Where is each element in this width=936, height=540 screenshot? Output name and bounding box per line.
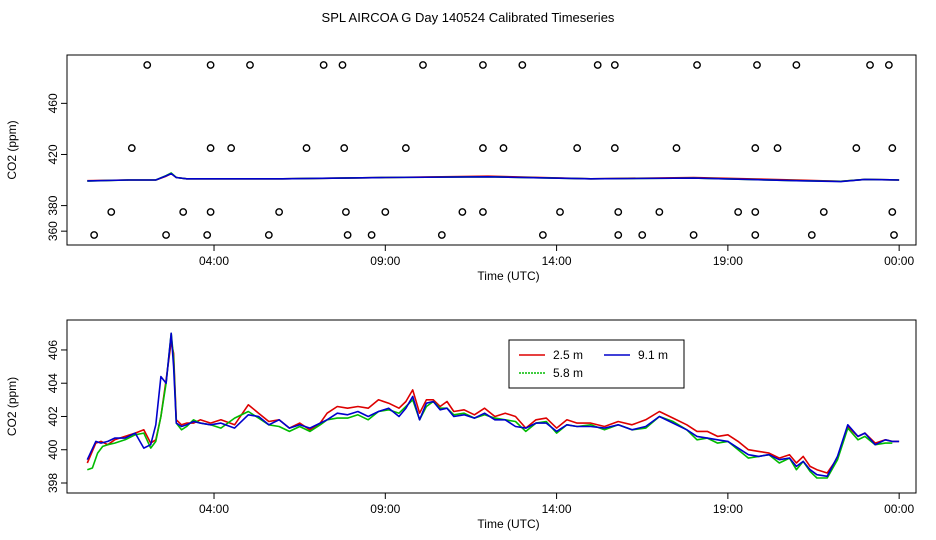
- flag-point: [751, 231, 760, 239]
- y-tick-label: 404: [46, 373, 60, 393]
- flag-point: [753, 61, 761, 69]
- legend-entry-label: 9.1 m: [638, 348, 668, 362]
- y-axis-label: CO2 (ppm): [5, 377, 19, 436]
- series-line-9-1-m: [87, 172, 900, 183]
- flag-point: [479, 208, 487, 216]
- legend-box: [508, 339, 685, 389]
- x-tick-label: 19:00: [713, 254, 743, 268]
- flag-point: [203, 231, 212, 239]
- flag-point: [538, 231, 547, 239]
- flag-point: [342, 208, 350, 216]
- flag-point: [556, 208, 564, 216]
- flag-point: [638, 231, 647, 239]
- x-axis-label: Time (UTC): [477, 269, 539, 283]
- x-tick-label: 00:00: [884, 254, 914, 268]
- x-tick-label: 04:00: [199, 254, 229, 268]
- flag-point: [792, 61, 801, 69]
- flag-point: [338, 61, 347, 69]
- flag-point: [479, 61, 487, 69]
- series-line-2-5-m: [86, 340, 900, 474]
- flag-point: [206, 144, 215, 152]
- x-tick-label: 19:00: [713, 502, 743, 516]
- flag-point: [518, 61, 527, 69]
- flag-point: [206, 61, 215, 69]
- flag-point: [143, 61, 152, 69]
- x-tick-label: 14:00: [542, 254, 572, 268]
- y-tick-label: 460: [46, 93, 60, 113]
- x-axis-label: Time (UTC): [477, 517, 539, 531]
- bottom-panel: 04:00 09:00 14:00 19:00 00:00 398 400 402 404 406…: [5, 319, 917, 531]
- legend: 2.5 m 9.1 m 5.8 m: [508, 339, 685, 389]
- x-tick-label: 09:00: [370, 254, 400, 268]
- flag-point: [751, 144, 760, 152]
- y-axis-label: CO2 (ppm): [5, 120, 19, 179]
- flag-point: [819, 208, 828, 216]
- flag-point: [614, 231, 623, 239]
- legend-entry-label: 5.8 m: [553, 366, 583, 380]
- flag-point: [773, 144, 782, 152]
- flag-point: [343, 231, 352, 239]
- flag-point: [162, 231, 170, 239]
- flag-point: [302, 144, 311, 152]
- flag-point: [610, 144, 619, 152]
- x-tick-label: 14:00: [542, 502, 572, 516]
- flag-point: [884, 61, 893, 69]
- y-tick-label: 398: [46, 473, 60, 493]
- flag-point: [264, 231, 273, 239]
- y-tick-label: 360: [46, 221, 60, 241]
- flag-point: [90, 231, 99, 239]
- flag-point: [890, 231, 898, 239]
- flag-point: [751, 208, 760, 216]
- y-tick-label: 400: [46, 439, 60, 459]
- flag-point: [367, 231, 376, 239]
- flag-point: [479, 144, 487, 152]
- flag-point: [275, 208, 284, 216]
- flag-point: [107, 208, 116, 216]
- top-panel: 04:00 09:00 14:00 19:00 00:00 360 380 420 460 Tim…: [5, 54, 917, 283]
- flag-point: [127, 144, 136, 152]
- flag-point: [655, 208, 664, 216]
- flag-point: [888, 144, 897, 152]
- flag-point: [866, 61, 874, 69]
- x-tick-label: 00:00: [884, 502, 914, 516]
- x-tick-label: 09:00: [370, 502, 400, 516]
- flag-point: [614, 208, 623, 216]
- series-line-9-1-m: [86, 332, 900, 478]
- flag-point: [888, 208, 897, 216]
- flag-point: [573, 144, 582, 152]
- flag-point: [807, 231, 816, 239]
- flag-point: [610, 61, 619, 69]
- y-tick-label: 406: [46, 340, 60, 360]
- flag-point: [672, 144, 681, 152]
- flag-point: [381, 208, 390, 216]
- plot-frame: [66, 54, 917, 246]
- flag-point: [206, 208, 215, 216]
- page-title: SPL AIRCOA G Day 140524 Calibrated Times…: [322, 10, 615, 25]
- y-tick-label: 420: [46, 144, 60, 164]
- flag-point: [319, 61, 328, 69]
- flag-point: [499, 144, 508, 152]
- flag-point: [179, 208, 188, 216]
- flag-point: [419, 61, 427, 69]
- plot-frame: [66, 319, 917, 494]
- flag-point: [227, 144, 236, 152]
- y-tick-label: 380: [46, 195, 60, 215]
- flag-point: [852, 144, 861, 152]
- x-tick-label: 04:00: [199, 502, 229, 516]
- flag-point: [246, 61, 254, 69]
- flag-point: [437, 231, 446, 239]
- y-tick-label: 402: [46, 406, 60, 426]
- flag-point: [593, 61, 602, 69]
- flag-point: [401, 144, 410, 152]
- flag-point: [458, 208, 467, 216]
- flag-point: [689, 231, 698, 239]
- legend-entry-label: 2.5 m: [553, 348, 583, 362]
- flag-point: [340, 144, 349, 152]
- flag-point: [734, 208, 743, 216]
- flag-point: [693, 61, 701, 69]
